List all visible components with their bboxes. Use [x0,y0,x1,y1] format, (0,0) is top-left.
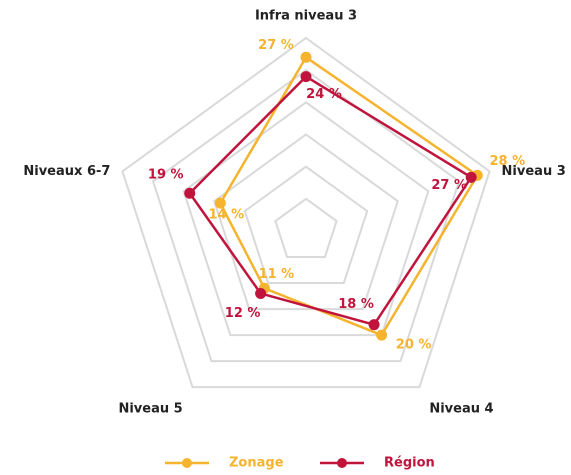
axis-label: Infra niveau 3 [255,9,357,24]
grid-ring [213,133,399,311]
grid-ring [182,101,430,337]
data-point [376,329,388,341]
axis-label: Niveau 4 [429,402,493,417]
grid-ring [151,68,461,363]
data-point [368,319,380,331]
data-label: 12 % [225,306,261,321]
data-point [214,197,226,209]
axis-label: Niveau 3 [502,164,566,179]
data-point [184,187,196,199]
data-label: 27 % [258,38,294,53]
legend-label: Zonage [229,456,284,471]
legend-dot [182,458,192,468]
data-label: 14 % [209,208,245,223]
data-label: 18 % [338,297,374,312]
axis-label: Niveau 5 [118,402,182,417]
data-point [255,287,267,299]
data-label: 28 % [489,154,525,169]
data-point [300,71,312,83]
data-point [465,171,477,183]
data-label: 11 % [259,267,295,282]
data-label: 19 % [148,168,184,183]
axis-label: Niveaux 6-7 [23,164,110,179]
legend-dot [337,458,347,468]
data-label: 27 % [431,178,467,193]
grid-ring [243,165,369,285]
grid-ring [121,36,491,389]
data-point [300,51,312,63]
series-line [188,75,473,327]
grid-ring [274,197,338,259]
legend-label: Région [384,456,435,471]
data-label: 20 % [396,338,432,353]
data-label: 24 % [306,87,342,102]
